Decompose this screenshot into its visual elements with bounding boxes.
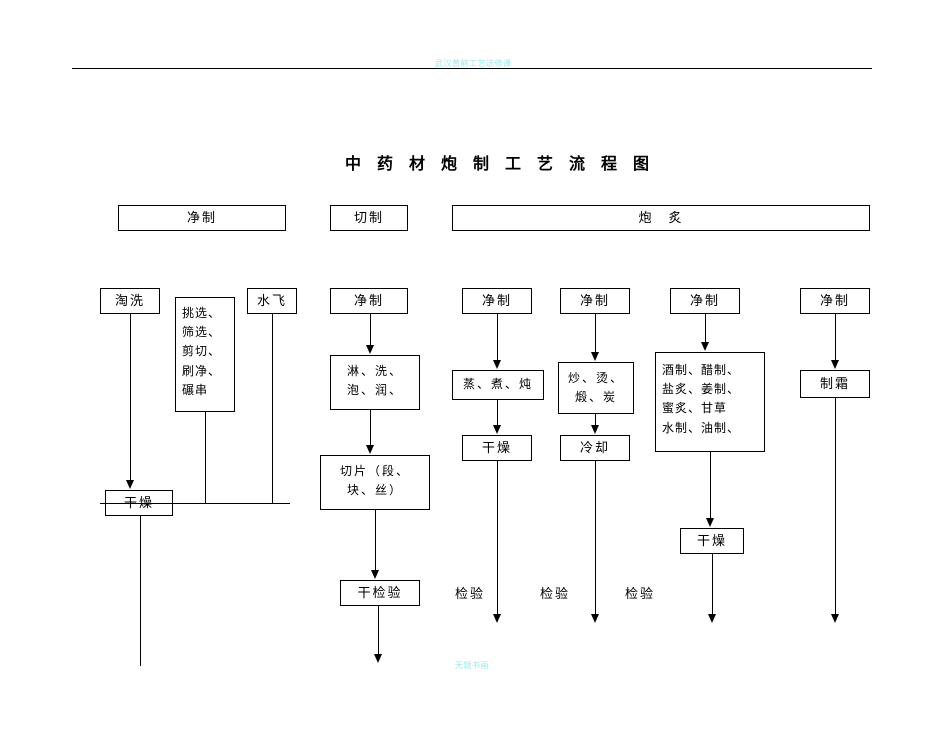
arrow-jzc1-steam-line (497, 314, 498, 362)
arrow-jz2-linxi-head (366, 345, 374, 354)
arrow-jzc2-chao-line (595, 314, 596, 354)
node-ganjianyan: 干检验 (340, 580, 420, 606)
node-linxi-label: 淋、洗、 泡、润、 (347, 362, 403, 400)
arrow-jiuzhi-ganzao-head (706, 518, 714, 527)
arrow-lengque-down-line (595, 461, 596, 616)
node-taoxi: 淘洗 (100, 288, 160, 314)
node-jingzhi-c1-label: 净制 (482, 291, 512, 312)
arrow-gjy-down-head (374, 654, 382, 663)
node-jiuzhi-label: 酒制、醋制、 盐炙、姜制、 蜜炙、甘草 水制、油制、 (662, 361, 740, 438)
node-chao: 炒、烫、 煅、炭 (558, 362, 634, 414)
arrow-jzc3-jiuzhi-head (701, 342, 709, 351)
node-jingzhi-c3-label: 净制 (690, 291, 720, 312)
arrow-taoxi-ganzao-head (126, 480, 134, 489)
node-jingzhi-c3: 净制 (670, 288, 740, 314)
arrow-jzc2-chao-head (591, 352, 599, 361)
node-qiepian-label: 切片（段、 块、丝） (340, 462, 410, 500)
node-jingzhi-c4: 净制 (800, 288, 870, 314)
node-jiuzhi: 酒制、醋制、 盐炙、姜制、 蜜炙、甘草 水制、油制、 (655, 352, 765, 452)
node-tiaoxuan-list-label: 挑选、 筛选、 剪切、 刷净、 碾串 (182, 304, 221, 400)
node-ganzao-c3-label: 干燥 (697, 531, 727, 552)
node-jingzhi-c2-label: 净制 (580, 291, 610, 312)
header-qiezhi: 切制 (330, 205, 408, 231)
node-steam: 蒸、煮、炖 (452, 370, 544, 400)
arrow-linxi-qiepian-line (370, 410, 371, 447)
node-ganjianyan-label: 干检验 (357, 583, 402, 604)
node-jingzhi-2-label: 净制 (354, 291, 384, 312)
arrow-steam-ganzao-line (497, 400, 498, 427)
line-ganzao-left-down (140, 516, 141, 666)
node-jingzhi-c4-label: 净制 (820, 291, 850, 312)
arrow-lengque-down-head (591, 614, 599, 623)
arrow-taoxi-ganzao-line (130, 314, 131, 482)
arrow-jzc3-jiuzhi-line (705, 314, 706, 344)
header-paozhi: 炮 炙 (452, 205, 870, 231)
arrow-qiepian-gjy-head (371, 570, 379, 579)
node-jingzhi-c1: 净制 (462, 288, 532, 314)
node-tiaoxuan-list: 挑选、 筛选、 剪切、 刷净、 碾串 (175, 297, 235, 412)
arrow-ganzaoc1-down-head (493, 614, 501, 623)
arrow-gjy-down-line (378, 606, 379, 656)
line-tiaoxuan-down (205, 412, 206, 503)
node-linxi: 淋、洗、 泡、润、 (330, 355, 420, 410)
label-jianyan-3: 检验 (625, 583, 655, 602)
node-qiepian: 切片（段、 块、丝） (320, 455, 430, 510)
arrow-linxi-qiepian-head (366, 445, 374, 454)
arrow-jiuzhi-ganzao-line (710, 452, 711, 520)
node-chao-label: 炒、烫、 煅、炭 (568, 369, 624, 407)
arrow-jzc4-zhishuang-line (835, 314, 836, 362)
watermark-bottom: 无题书画 (455, 660, 489, 671)
node-taoxi-label: 淘洗 (115, 291, 145, 312)
label-jianyan-1: 检验 (455, 583, 485, 602)
node-shuifei: 水飞 (247, 288, 297, 314)
node-zhishuang: 制霜 (800, 370, 870, 398)
page-title: 中 药 材 炮 制 工 艺 流 程 图 (345, 150, 655, 174)
arrow-steam-ganzao-head (493, 425, 501, 434)
arrow-jz2-linxi-line (370, 314, 371, 347)
header-qiezhi-label: 切制 (354, 208, 384, 229)
arrow-chao-lengque-head (591, 425, 599, 434)
arrow-ganzaoc1-down-line (497, 461, 498, 616)
arrow-qiepian-gjy-line (375, 510, 376, 572)
node-steam-label: 蒸、煮、炖 (463, 375, 533, 394)
node-ganzao-c1-label: 干燥 (482, 438, 512, 459)
header-jingzhi: 净制 (118, 205, 286, 231)
node-lengque-label: 冷却 (580, 438, 610, 459)
page-root: 武汉黄鹤工艺选修课 中 药 材 炮 制 工 艺 流 程 图 净制 切制 炮 炙 … (0, 0, 945, 731)
node-jingzhi-c2: 净制 (560, 288, 630, 314)
node-zhishuang-label: 制霜 (820, 374, 850, 395)
line-shuifei-down (272, 314, 273, 503)
arrow-zhishuang-down-line (835, 398, 836, 616)
node-jingzhi-2: 净制 (330, 288, 408, 314)
arrow-jzc1-steam-head (493, 360, 501, 369)
arrow-zhishuang-down-head (831, 614, 839, 623)
arrow-ganzaoc3-down-line (712, 554, 713, 616)
header-jingzhi-label: 净制 (187, 208, 217, 229)
line-ganzao-horiz (100, 503, 290, 504)
node-shuifei-label: 水飞 (257, 291, 287, 312)
arrow-jzc4-zhishuang-head (831, 360, 839, 369)
node-ganzao-c1: 干燥 (462, 435, 532, 461)
arrow-ganzaoc3-down-head (708, 614, 716, 623)
header-paozhi-label: 炮 炙 (638, 208, 683, 229)
label-jianyan-2: 检验 (540, 583, 570, 602)
watermark-top: 武汉黄鹤工艺选修课 (435, 58, 512, 69)
node-lengque: 冷却 (560, 435, 630, 461)
node-ganzao-c3: 干燥 (680, 528, 744, 554)
